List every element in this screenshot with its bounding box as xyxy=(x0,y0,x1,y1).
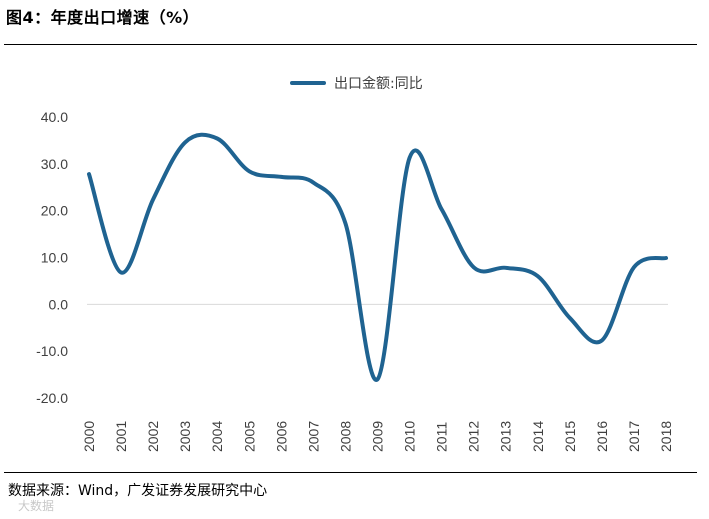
x-tick-label: 2011 xyxy=(434,422,450,452)
x-tick-label: 2012 xyxy=(466,421,482,452)
x-tick-label: 2017 xyxy=(626,421,642,452)
y-tick-label: 30.0 xyxy=(41,156,68,172)
series-line xyxy=(87,132,668,382)
x-tick-label: 2006 xyxy=(273,421,289,452)
y-tick-label: 40.0 xyxy=(41,109,68,125)
y-tick-label: 20.0 xyxy=(41,203,68,219)
watermark: 大数据 xyxy=(18,499,55,513)
source-note: 数据来源：Wind，广发证券发展研究中心 xyxy=(8,483,268,499)
x-tick-label: 2007 xyxy=(305,421,321,452)
y-tick-label: 0.0 xyxy=(49,296,69,312)
y-tick-label: -10.0 xyxy=(36,343,68,359)
title-divider xyxy=(4,44,697,45)
x-tick-label: 2014 xyxy=(530,421,546,452)
x-tick-label: 2002 xyxy=(145,421,161,452)
y-tick-label: -20.0 xyxy=(36,390,68,406)
chart-legend: 出口金额:同比 xyxy=(290,73,423,93)
x-tick-label: 2009 xyxy=(370,421,386,452)
x-tick-label: 2001 xyxy=(113,421,129,452)
x-tick-label: 2010 xyxy=(402,421,418,452)
x-tick-label: 2018 xyxy=(658,421,674,452)
x-tick-label: 2008 xyxy=(337,421,353,452)
x-tick-label: 2013 xyxy=(498,421,514,452)
page-title: 图4：年度出口增速（%） xyxy=(6,8,200,27)
x-tick-label: 2000 xyxy=(81,421,97,452)
x-tick-label: 2016 xyxy=(594,421,610,452)
x-tick-label: 2004 xyxy=(209,421,225,452)
x-tick-label: 2005 xyxy=(241,421,257,452)
legend-swatch xyxy=(290,81,326,85)
x-tick-label: 2015 xyxy=(562,421,578,452)
x-tick-label: 2003 xyxy=(177,421,193,452)
legend-label: 出口金额:同比 xyxy=(334,76,423,92)
y-tick-label: 10.0 xyxy=(41,250,68,266)
footer-divider xyxy=(4,472,697,473)
line-chart: 40.0 30.0 20.0 10.0 0.0 -10.0 -20.0 2000 2001 200… xyxy=(36,109,674,452)
